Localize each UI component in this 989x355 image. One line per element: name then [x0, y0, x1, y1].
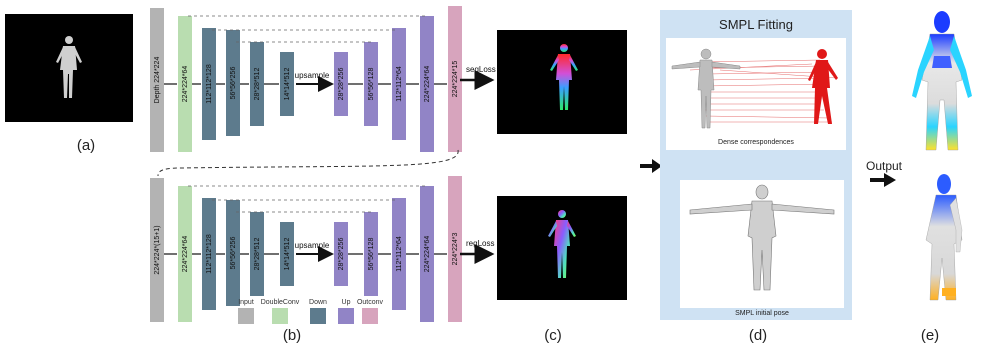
fitted-result-front: [912, 11, 972, 151]
top-block-11-outconv: [448, 6, 462, 152]
reg-loss-arrow: regLoss: [460, 239, 495, 264]
bottom-skip-connections: [188, 185, 428, 213]
top-block-8-label: 56*56*128: [368, 68, 375, 101]
top-block-9-label: 112*112*64: [396, 66, 403, 102]
legend-swatch-outconv: [362, 308, 378, 324]
bottom-block-7-up: [334, 222, 348, 286]
legend-label-up: Up: [342, 299, 351, 306]
top-block-1-label: Depth 224*224: [154, 57, 161, 104]
arrow-to-fitting: [640, 159, 662, 173]
output-arrow: [870, 173, 896, 187]
top-skip-connections: [188, 15, 428, 43]
top-block-3-label: 112*112*128: [206, 64, 213, 104]
depth-input-panel: [5, 14, 133, 122]
seg-loss-label: segLoss: [466, 65, 496, 74]
legend-label-down: Down: [309, 299, 327, 306]
bottom-block-6-down: [280, 222, 294, 286]
target-body-red: [808, 49, 838, 124]
top-block-5-label: 28*28*512: [254, 68, 261, 101]
top-block-6-label: 14*14*512: [284, 68, 291, 101]
top-block-7-label: 28*28*256: [338, 68, 345, 101]
bottom-block-2-label: 224*224*64: [182, 236, 189, 273]
seg-loss-arrow: segLoss: [460, 65, 496, 90]
panel-label-a: (a): [77, 137, 95, 154]
fitting-title: SMPL Fitting: [719, 17, 793, 32]
bottom-block-1-label: 224*224*(15+1): [154, 225, 161, 274]
top-upsample-label: upsample: [295, 71, 330, 80]
bottom-block-11-outconv: [448, 176, 462, 322]
top-block-4-label: 56*56*256: [230, 67, 237, 100]
reg-loss-label: regLoss: [466, 239, 494, 248]
bottom-block-4-down: [226, 200, 240, 306]
top-block-9-up: [392, 28, 406, 140]
bottom-block-9-label: 112*112*64: [396, 236, 403, 272]
panel-label-d: (d): [749, 327, 767, 344]
bottom-block-11-label: 224*224*3: [452, 233, 459, 266]
bottom-block-10-up: [420, 186, 434, 322]
output-to-input-dashed-link: [157, 149, 459, 177]
bottom-block-5-label: 28*28*512: [254, 238, 261, 271]
template-body-gray: [671, 48, 741, 129]
top-block-11-label: 224*224*15: [452, 61, 459, 98]
legend-swatch-down: [310, 308, 326, 324]
top-block-5-down: [250, 42, 264, 126]
top-block-2-label: 224*224*64: [182, 66, 189, 103]
bottom-block-4-label: 56*56*256: [230, 237, 237, 270]
regression-network: 224*224*(15+1) 224*224*64 112*112*128 56*56…: [150, 176, 462, 322]
bottom-block-1-input: [150, 178, 164, 322]
legend-swatch-input: [238, 308, 254, 324]
top-block-4-down: [226, 30, 240, 136]
segmentation-network: Depth 224*224 224*224*64 112*112*128 56*56*…: [150, 6, 462, 152]
top-block-10-label: 224*224*64: [424, 66, 431, 103]
bottom-upsample-label: upsample: [295, 241, 330, 250]
top-block-10-up: [420, 16, 434, 152]
regression-output-image: [497, 196, 627, 300]
legend-label-outconv: Outconv: [357, 299, 384, 306]
top-block-1-input: [150, 8, 164, 152]
bottom-block-3-label: 112*112*128: [206, 234, 213, 274]
segmentation-output-image: [497, 30, 627, 134]
bottom-block-6-label: 14*14*512: [284, 238, 291, 271]
top-block-6-down: [280, 52, 294, 116]
bottom-block-10-label: 224*224*64: [424, 236, 431, 273]
bottom-block-3-down: [202, 198, 216, 310]
top-block-2-doubleconv: [178, 16, 192, 152]
smpl-fitting-panel: SMPL Fitting D: [660, 10, 852, 320]
legend-swatch-doubleconv: [272, 308, 288, 324]
fitted-result-side: [925, 174, 963, 301]
top-block-7-up: [334, 52, 348, 116]
block-legend: Input DoubleConv Down Up Outconv: [238, 299, 384, 324]
legend-label-input: Input: [238, 299, 254, 306]
smpl-initial-body: [689, 184, 835, 291]
bottom-block-7-label: 28*28*256: [338, 238, 345, 271]
bottom-block-2-doubleconv: [178, 186, 192, 322]
bottom-block-9-up: [392, 198, 406, 310]
panel-label-b: (b): [283, 327, 301, 344]
legend-label-doubleconv: DoubleConv: [261, 299, 300, 306]
panel-label-c: (c): [544, 327, 562, 344]
panel-label-e: (e): [921, 327, 939, 344]
top-block-3-down: [202, 28, 216, 140]
legend-swatch-up: [338, 308, 354, 324]
bottom-block-8-label: 56*56*128: [368, 238, 375, 271]
top-block-8-up: [364, 42, 378, 126]
bottom-block-8-up: [364, 212, 378, 296]
initial-caption: SMPL initial pose: [735, 310, 789, 317]
bottom-block-5-down: [250, 212, 264, 296]
depth-human-silhouette: [56, 36, 82, 98]
dense-caption: Dense correspondences: [718, 139, 794, 146]
output-label: Output: [866, 159, 903, 173]
